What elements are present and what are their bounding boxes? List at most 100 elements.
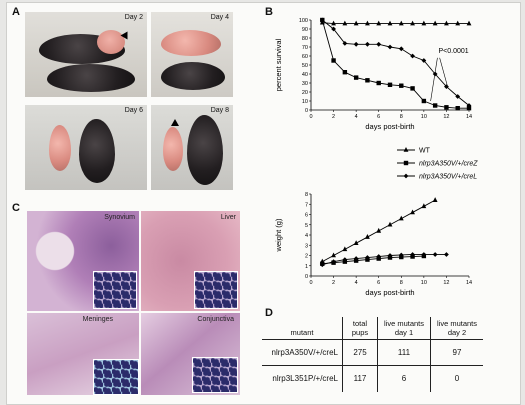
table-row: nlrp3L351P/+/creL 117 6 0 (262, 365, 483, 392)
data-point (353, 75, 359, 80)
photo-label: Day 2 (124, 14, 143, 21)
series-square (320, 253, 427, 266)
x-tick-label: 12 (443, 114, 449, 120)
data-point (432, 20, 438, 26)
table-row: nlrp3A350V/+/creL 275 111 97 (262, 339, 483, 366)
y-tick-label: 1 (305, 264, 308, 270)
data-point (387, 82, 393, 87)
data-point (432, 252, 438, 257)
histology-liver: Liver (141, 211, 240, 311)
y-tick-label: 30 (302, 81, 308, 87)
data-point (455, 106, 460, 111)
total-pups: 117 (342, 365, 378, 392)
live-day2: 0 (430, 365, 483, 392)
y-axis-label: percent survival (274, 38, 283, 91)
chart-legend: WT nlrp3A350V/+/creZ nlrp3A350V/+/creL (397, 147, 478, 181)
data-point (342, 20, 348, 26)
data-point (365, 78, 370, 83)
data-point (365, 255, 370, 260)
data-point (376, 227, 382, 233)
y-tick-label: 10 (302, 99, 308, 105)
data-point (432, 103, 438, 108)
legend-item: WT (397, 147, 431, 155)
data-point (331, 252, 336, 258)
data-point (398, 46, 404, 52)
data-point (410, 20, 415, 26)
photo-label: Day 4 (210, 14, 229, 21)
y-tick-label: 90 (302, 27, 308, 33)
live-day1: 111 (377, 339, 431, 366)
data-point (421, 98, 427, 104)
x-axis-label: days post-birth (365, 122, 414, 131)
x-axis-label: days post-birth (365, 288, 414, 297)
header-live-day1: live mutants day 1 (377, 317, 431, 340)
wt-mouse (47, 64, 135, 92)
data-point (387, 20, 393, 26)
data-point (365, 20, 370, 26)
data-point (342, 70, 348, 75)
data-point (444, 105, 449, 110)
live-day1: 6 (377, 365, 431, 392)
y-tick-label: 70 (302, 45, 308, 51)
mouse-photo-day2: Day 2 (25, 12, 147, 97)
x-tick-label: 8 (400, 114, 403, 120)
histology-meninges: Meninges (27, 313, 139, 395)
data-point (342, 41, 348, 46)
y-tick-label: 60 (302, 54, 308, 60)
data-point (410, 86, 415, 91)
mutant-mouse (161, 30, 221, 56)
data-point (342, 257, 348, 262)
data-point (331, 26, 336, 32)
header-mutant: mutant (262, 317, 343, 340)
annotation-pointer (439, 57, 448, 87)
mouse-photo-day6: Day 6 (25, 105, 147, 190)
mouse-photo-day4: Day 4 (151, 12, 233, 97)
data-point (353, 20, 359, 26)
histology-inset (93, 359, 139, 395)
table-header-row: mutant total pups live mutants day 1 liv… (262, 317, 483, 340)
y-tick-label: 20 (302, 90, 308, 96)
data-point (353, 256, 359, 261)
data-point (331, 58, 336, 63)
x-tick-label: 12 (443, 280, 449, 286)
header-total-pups: total pups (342, 317, 378, 340)
data-point (466, 20, 472, 26)
mouse-photo-day8: Day 8 (151, 105, 233, 190)
data-point (376, 254, 382, 259)
data-point (387, 44, 393, 50)
legend-item: nlrp3A350V/+/creZ (397, 161, 478, 168)
series-square (320, 17, 472, 111)
y-tick-label: 7 (305, 202, 308, 208)
y-axis-label: weight (g) (274, 218, 283, 252)
histology-label: Meninges (82, 316, 113, 323)
panel-label-c: C (12, 202, 20, 214)
legend-marker (403, 160, 409, 166)
data-point (331, 259, 336, 265)
y-tick-label: 6 (305, 213, 308, 219)
y-tick-label: 0 (305, 108, 308, 114)
y-tick-label: 0 (305, 274, 308, 280)
x-tick-label: 6 (377, 280, 380, 286)
legend-label: nlrp3A350V/+/creL (419, 174, 477, 181)
series-triangle (319, 197, 438, 264)
histology-inset (192, 357, 238, 393)
x-tick-label: 0 (309, 280, 312, 286)
legend-label: WT (419, 148, 431, 155)
mutant-name: nlrp3L351P/+/creL (272, 374, 338, 384)
x-tick-label: 4 (355, 280, 358, 286)
photo-label: Day 6 (124, 107, 143, 114)
y-tick-label: 50 (302, 63, 308, 69)
data-point (432, 197, 438, 202)
panel-label-d: D (265, 307, 273, 319)
data-point (319, 17, 325, 23)
y-tick-label: 8 (305, 192, 308, 198)
data-point (410, 252, 415, 257)
y-tick-label: 5 (305, 223, 308, 229)
data-point (353, 240, 359, 245)
legend-marker (403, 173, 409, 179)
data-point (466, 106, 472, 111)
total-pups: 275 (342, 339, 378, 366)
data-point (444, 84, 449, 89)
panel-label-b: B (265, 6, 273, 18)
